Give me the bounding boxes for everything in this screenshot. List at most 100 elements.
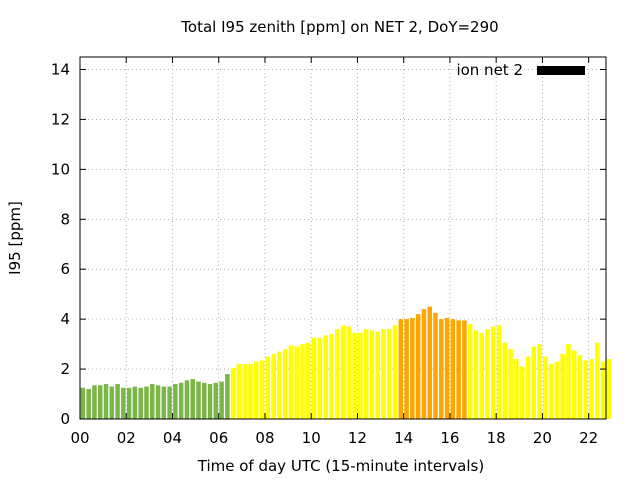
bars — [80, 306, 612, 419]
x-axis-ticks: 00 02 04 06 08 10 12 14 16 18 20 22 — [70, 57, 598, 447]
bar — [554, 361, 560, 419]
bar — [149, 384, 155, 419]
y-tick-label: 8 — [60, 210, 70, 228]
bar — [167, 386, 172, 419]
bar — [92, 385, 97, 419]
bar — [121, 387, 126, 419]
x-tick-label: 18 — [487, 429, 506, 447]
bar — [369, 330, 375, 419]
bar — [606, 359, 612, 419]
bar — [427, 306, 432, 419]
bar — [491, 326, 496, 419]
bar — [317, 337, 323, 419]
x-tick-label: 22 — [579, 429, 598, 447]
bar — [589, 359, 594, 419]
legend-label: ion net 2 — [456, 61, 523, 79]
legend-swatch — [537, 66, 585, 75]
bar — [271, 354, 276, 419]
bar — [577, 355, 583, 419]
bar — [184, 380, 190, 419]
bar — [433, 312, 438, 419]
bar — [595, 342, 600, 419]
bar — [479, 332, 484, 419]
bar — [358, 332, 363, 419]
x-tick-label: 00 — [70, 429, 89, 447]
y-tick-label: 2 — [60, 360, 70, 378]
bar — [161, 386, 167, 419]
x-tick-label: 20 — [533, 429, 552, 447]
x-tick-label: 12 — [348, 429, 367, 447]
bar — [144, 386, 149, 419]
bar — [323, 335, 328, 419]
bar — [300, 344, 305, 419]
legend: ion net 2 — [456, 61, 585, 79]
bar — [126, 387, 132, 419]
y-tick-label: 4 — [60, 310, 70, 328]
x-tick-label: 02 — [117, 429, 136, 447]
bar — [254, 361, 259, 419]
bar — [109, 386, 115, 419]
y-tick-label: 10 — [51, 160, 70, 178]
bar — [103, 384, 109, 419]
bar — [514, 359, 519, 419]
bar — [196, 381, 201, 419]
plot-frame — [79, 56, 607, 420]
bar — [375, 331, 380, 419]
bar — [456, 320, 461, 419]
bar — [86, 389, 91, 419]
bar — [543, 356, 548, 419]
bar — [306, 342, 311, 419]
bar — [496, 325, 502, 419]
bar — [392, 325, 398, 419]
y-tick-label: 6 — [60, 260, 70, 278]
bar — [155, 385, 161, 419]
bar — [219, 381, 224, 419]
bar — [548, 364, 554, 419]
bar — [265, 356, 271, 419]
bar — [236, 364, 242, 419]
bar — [80, 387, 86, 419]
x-tick-label: 06 — [209, 429, 228, 447]
x-tick-label: 08 — [255, 429, 274, 447]
bar — [277, 351, 282, 419]
bar — [404, 319, 409, 419]
bar — [450, 319, 456, 419]
bar — [381, 329, 386, 419]
bar — [259, 360, 265, 419]
y-axis-ticks: 0 2 4 6 8 10 12 14 — [51, 60, 606, 428]
x-tick-label: 16 — [440, 429, 459, 447]
bar — [334, 329, 340, 419]
bar — [485, 329, 490, 419]
x-tick-label: 14 — [394, 429, 413, 447]
bar — [600, 361, 606, 419]
bar — [363, 329, 369, 419]
bar — [473, 330, 479, 419]
y-tick-label: 14 — [51, 60, 70, 78]
bar — [248, 364, 253, 419]
bar — [225, 374, 230, 419]
bar — [282, 349, 288, 419]
bar — [467, 324, 473, 419]
bar — [132, 386, 138, 419]
bar — [190, 379, 195, 419]
bar — [525, 356, 531, 419]
bar — [97, 385, 103, 419]
y-axis-label: I95 [ppm] — [6, 201, 24, 275]
bar — [329, 334, 334, 419]
bar — [288, 345, 294, 419]
chart-title: Total I95 zenith [ppm] on NET 2, DoY=290 — [180, 18, 498, 36]
y-tick-label: 0 — [60, 410, 70, 428]
bar — [173, 384, 178, 419]
bar — [410, 317, 415, 419]
bar — [207, 384, 213, 419]
bar — [583, 360, 589, 419]
bar — [531, 346, 537, 419]
bar — [439, 319, 444, 419]
bar — [421, 309, 427, 419]
bar — [230, 367, 236, 419]
bar — [415, 314, 421, 419]
bar — [508, 349, 513, 419]
bar — [386, 329, 392, 419]
bar — [242, 364, 247, 419]
